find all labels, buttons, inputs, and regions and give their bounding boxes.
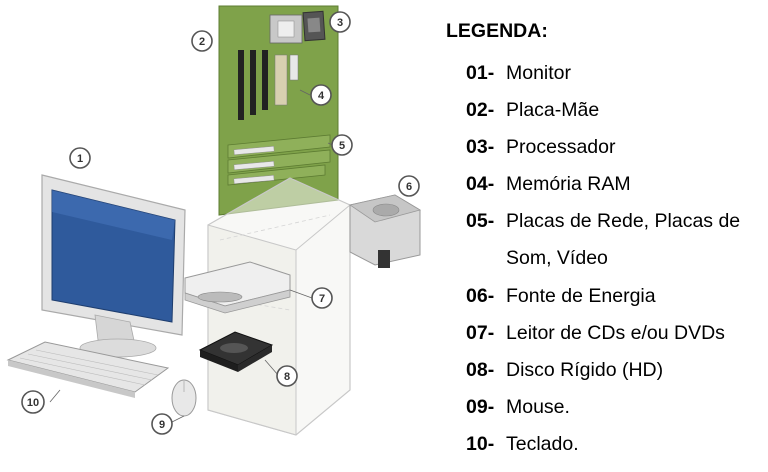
legend-number: 02- <box>466 99 495 122</box>
callout-9: 9 <box>151 413 173 435</box>
legend-number: 10- <box>466 432 495 455</box>
svg-text:5: 5 <box>339 140 345 152</box>
legend-number: 06- <box>466 284 495 307</box>
legend-label: Processador <box>506 136 616 159</box>
legend-list: 01- Monitor 02- Placa-Mãe 03- Processado… <box>446 55 768 463</box>
svg-text:6: 6 <box>406 181 412 193</box>
callout-1: 1 <box>69 147 91 169</box>
callout-10: 10 <box>21 390 45 414</box>
legend: LEGENDA: 01- Monitor 02- Placa-Mãe 03- P… <box>446 18 768 463</box>
legend-label: Placa-Mãe <box>506 99 600 122</box>
legend-item-power-supply: 06- Fonte de Energia <box>466 278 768 315</box>
callout-2: 2 <box>191 30 213 52</box>
legend-item-ram: 04- Memória RAM <box>466 166 768 203</box>
legend-item-monitor: 01- Monitor <box>466 55 768 92</box>
legend-label: Monitor <box>506 62 572 84</box>
hard-disk <box>198 331 274 372</box>
svg-text:8: 8 <box>284 371 290 383</box>
callout-8: 8 <box>276 365 298 387</box>
monitor <box>41 174 186 358</box>
legend-number: 01- <box>466 62 495 84</box>
legend-label: Placas de Rede, Placas de Som, Vídeo <box>506 210 741 270</box>
callouts: 1 2 3 4 5 6 7 8 9 10 <box>21 11 420 435</box>
computer-parts-diagram: 1 2 3 4 5 6 7 8 9 10 <box>6 5 422 436</box>
legend-number: 08- <box>466 358 495 381</box>
callout-4: 4 <box>310 84 332 106</box>
legend-number: 07- <box>466 321 495 344</box>
svg-text:3: 3 <box>337 17 343 29</box>
keyboard <box>6 341 170 398</box>
mouse <box>171 379 197 417</box>
callout-6: 6 <box>398 175 420 197</box>
legend-item-keyboard: 10- Teclado. <box>466 426 768 463</box>
callout-7: 7 <box>311 287 333 309</box>
legend-label: Leitor de CDs e/ou DVDs <box>506 321 725 344</box>
svg-text:7: 7 <box>319 293 325 305</box>
legend-item-processor: 03- Processador <box>466 129 768 166</box>
legend-title: LEGENDA: <box>446 20 548 42</box>
legend-label: Fonte de Energia <box>506 284 656 307</box>
processor <box>302 10 326 42</box>
svg-text:9: 9 <box>159 419 165 431</box>
legend-label: Disco Rígido (HD) <box>506 358 664 381</box>
legend-item-expansion-cards: 05- Placas de Rede, Placas de Som, Vídeo <box>466 203 768 277</box>
legend-label: Mouse. <box>506 395 570 418</box>
legend-number: 04- <box>466 173 495 196</box>
legend-number: 09- <box>466 395 495 418</box>
svg-text:10: 10 <box>27 397 39 409</box>
legend-item-hard-disk: 08- Disco Rígido (HD) <box>466 352 768 389</box>
legend-number: 05- <box>466 210 495 233</box>
power-supply <box>349 194 422 268</box>
callout-5: 5 <box>331 134 353 156</box>
legend-item-optical-drive: 07- Leitor de CDs e/ou DVDs <box>466 315 768 352</box>
legend-item-motherboard: 02- Placa-Mãe <box>466 92 768 129</box>
expansion-cards <box>227 134 331 186</box>
legend-label: Memória RAM <box>506 173 631 196</box>
svg-text:4: 4 <box>318 90 325 102</box>
svg-text:1: 1 <box>77 153 83 165</box>
legend-item-mouse: 09- Mouse. <box>466 389 768 426</box>
legend-label: Teclado. <box>506 432 579 455</box>
legend-number: 03- <box>466 136 495 159</box>
svg-text:2: 2 <box>199 36 205 48</box>
callout-3: 3 <box>329 11 351 33</box>
